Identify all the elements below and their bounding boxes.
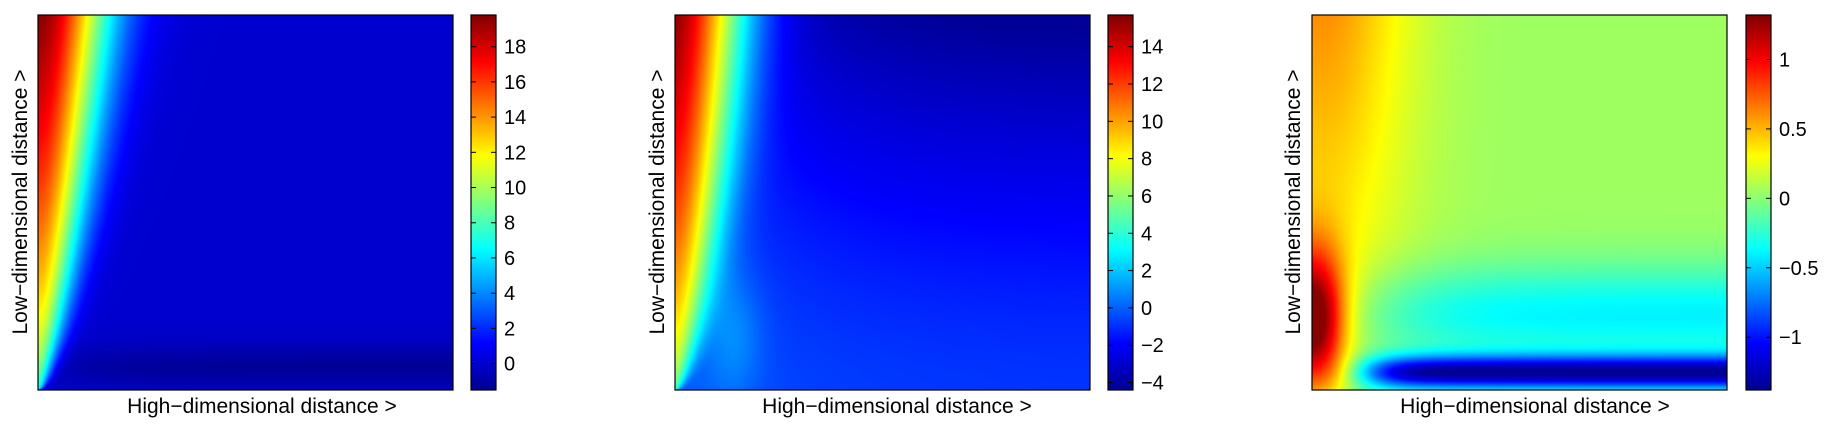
- heatmap-2-xlabel: High−dimensional distance >: [762, 395, 1032, 418]
- heatmap-2-field: [675, 15, 1090, 390]
- heatmap-3-axes-box: [1311, 14, 1728, 391]
- heatmap-3-xlabel: High−dimensional distance >: [1400, 395, 1670, 418]
- colorbar-1: 0 2 4 6 8 10 12 14 16 18: [470, 14, 526, 391]
- colorbar-2-tick-label: 6: [1141, 186, 1152, 208]
- heatmap-2-ylabel: Low−dimensional distance >: [646, 69, 669, 334]
- colorbar-2-tick-label: 2: [1141, 261, 1152, 283]
- heatmap-1-ylabel: Low−dimensional distance >: [9, 69, 32, 334]
- colorbar-1-tick-label: 0: [504, 354, 515, 376]
- colorbar-1-tick-label: 8: [504, 213, 515, 235]
- colorbar-3-tick-label: −1: [1779, 327, 1802, 349]
- colorbar-2-tick-label: −2: [1141, 335, 1164, 357]
- colorbar-3-tick-label: 0: [1779, 188, 1790, 210]
- colorbar-1-tick-label: 4: [504, 283, 515, 305]
- heatmap-panel-1: High−dimensional distance > Low−dimensio…: [9, 14, 526, 418]
- colorbar-2-tick-label: 12: [1141, 74, 1163, 96]
- heatmap-2-axes-box: [674, 14, 1091, 391]
- colorbar-1-tick-label: 2: [504, 318, 515, 340]
- heatmap-1-axes-box: [37, 14, 454, 391]
- colorbar-2-tick-label: 10: [1141, 111, 1163, 133]
- colorbar-1-tick-label: 18: [504, 37, 526, 59]
- colorbar-3-box: [1745, 14, 1772, 391]
- colorbar-3-tick-label: −0.5: [1779, 258, 1818, 280]
- heatmap-panel-2: High−dimensional distance > Low−dimensio…: [646, 14, 1164, 418]
- colorbar-3-tick-label: 1: [1779, 49, 1790, 71]
- colorbar-2-tick-label: 14: [1141, 37, 1163, 59]
- heatmap-panel-3: High−dimensional distance > Low−dimensio…: [1282, 14, 1818, 418]
- colorbar-3-tick-label: 0.5: [1779, 119, 1807, 141]
- colorbar-1-bar: [471, 15, 496, 390]
- colorbar-1-box: [470, 14, 497, 391]
- colorbar-2-box: [1107, 14, 1134, 391]
- heatmap-1-field: [38, 15, 453, 390]
- colorbar-2-tick-label: 4: [1141, 223, 1152, 245]
- heatmap-1-xlabel: High−dimensional distance >: [127, 395, 397, 418]
- colorbar-3-bar: [1746, 15, 1771, 390]
- colorbar-2: −4 −2 0 2 4 6 8 10 12 14: [1107, 14, 1164, 395]
- colorbar-1-tick-label: 16: [504, 72, 526, 94]
- colorbar-2-tick-label: −4: [1141, 373, 1164, 395]
- colorbar-1-tick-label: 14: [504, 107, 526, 129]
- heatmap-3-field: [1312, 15, 1727, 390]
- heatmap-3-ylabel: Low−dimensional distance >: [1282, 69, 1305, 334]
- colorbar-3: −1 −0.5 0 0.5 1: [1745, 14, 1818, 391]
- colorbar-2-bar: [1108, 15, 1133, 390]
- colorbar-2-tick-label: 0: [1141, 298, 1152, 320]
- colorbar-1-tick-label: 12: [504, 142, 526, 164]
- colorbar-1-tick-label: 10: [504, 178, 526, 200]
- colorbar-1-tick-label: 6: [504, 248, 515, 270]
- colorbar-2-tick-label: 8: [1141, 149, 1152, 171]
